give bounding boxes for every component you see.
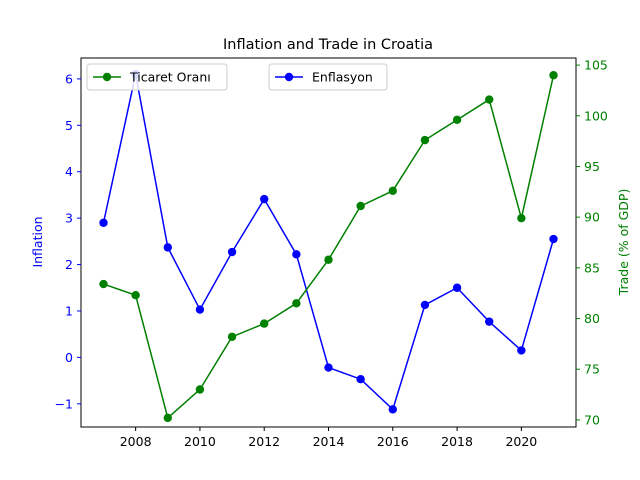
- series-inflation-point: [195, 305, 205, 314]
- series-inflation-point: [388, 405, 397, 414]
- legend: Enflasyon: [268, 63, 388, 91]
- series-inflation-point: [163, 243, 172, 252]
- y-left-tick-label: 5: [65, 118, 73, 133]
- series-trade: [99, 71, 558, 423]
- y-right-tick-label: 70: [584, 412, 600, 427]
- y-left-tick-label: 4: [65, 164, 73, 179]
- series-inflation-point: [517, 346, 526, 355]
- y-axis-right-label: Trade (% of GDP): [616, 189, 631, 297]
- series-trade-point: [131, 291, 140, 300]
- series-trade-point: [485, 95, 494, 104]
- y-right-tick-label: 95: [584, 159, 600, 174]
- series-trade-point: [420, 135, 430, 145]
- x-tick-label: 2010: [184, 434, 216, 449]
- y-left-tick-label: 6: [65, 71, 73, 86]
- y-right-tick-label: 90: [584, 210, 600, 225]
- y-left-tick-label: −1: [55, 396, 73, 411]
- series-trade-point: [163, 413, 172, 423]
- y-left-tick-label: 1: [65, 303, 73, 318]
- legend-swatch-marker: [284, 72, 294, 82]
- chart-title: Inflation and Trade in Croatia: [223, 37, 433, 53]
- legend-box: [86, 63, 228, 91]
- y-right-tick-label: 105: [584, 58, 608, 73]
- series-inflation-point: [485, 317, 494, 326]
- x-tick-label: 2018: [441, 434, 473, 449]
- series-inflation-point: [549, 234, 558, 244]
- x-tick-label: 2020: [505, 434, 537, 449]
- x-tick-label: 2014: [313, 434, 345, 449]
- legend: Ticaret Oranı: [86, 63, 228, 91]
- plot-area: [99, 70, 558, 423]
- series-inflation: [99, 70, 558, 414]
- y-left-tick-label: 2: [65, 257, 73, 272]
- x-axis: 2008 2010 2012 2014 2016 2018 2020: [120, 427, 537, 449]
- x-tick-label: 2016: [377, 434, 409, 449]
- y-right-tick-label: 75: [584, 362, 600, 377]
- series-inflation-point: [420, 300, 430, 310]
- y-axis-right: 70 75 80 85 90 95 100 105: [576, 58, 608, 427]
- series-trade-point: [227, 332, 237, 341]
- series-trade-point: [356, 201, 365, 211]
- legend-swatch-marker: [102, 72, 112, 82]
- series-trade-point: [195, 385, 205, 394]
- x-tick-label: 2012: [248, 434, 280, 449]
- series-trade-point: [324, 255, 333, 264]
- y-left-tick-label: 0: [65, 350, 73, 365]
- series-trade-point: [549, 71, 558, 80]
- series-trade-point: [292, 299, 301, 308]
- series-inflation-point: [260, 194, 269, 204]
- series-inflation-point: [292, 250, 301, 259]
- legend-label: Ticaret Oranı: [129, 70, 211, 85]
- series-trade-point: [452, 115, 462, 125]
- legend-area: Ticaret Oranı Enflasyon: [86, 63, 388, 91]
- series-trade-point: [517, 213, 526, 223]
- y-right-tick-label: 100: [584, 108, 608, 123]
- series-trade-point: [260, 319, 269, 328]
- series-inflation-point: [227, 247, 237, 257]
- legend-label: Enflasyon: [312, 70, 373, 85]
- series-trade-point: [388, 186, 397, 195]
- series-inflation-point: [324, 363, 333, 372]
- y-axis-left: −1 0 1 2 3 4 5 6: [55, 71, 81, 411]
- legend-box: [268, 63, 388, 91]
- series-trade-point: [99, 279, 108, 289]
- x-tick-label: 2008: [120, 434, 152, 449]
- y-right-tick-label: 80: [584, 311, 600, 326]
- y-axis-left-label: Inflation: [30, 216, 45, 267]
- y-left-tick-label: 3: [65, 211, 73, 226]
- series-inflation-point: [356, 374, 365, 384]
- series-inflation-point: [99, 218, 108, 227]
- y-right-tick-label: 85: [584, 260, 600, 275]
- series-inflation-point: [452, 283, 462, 292]
